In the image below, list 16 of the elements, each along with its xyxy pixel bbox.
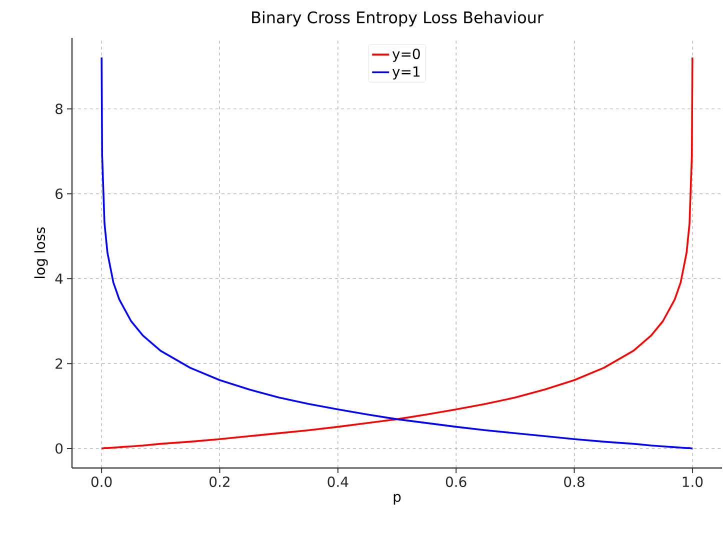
- y-axis-title: log loss: [34, 227, 48, 278]
- y-tick-label: 2: [56, 358, 62, 369]
- x-tick-label: 1.0: [682, 476, 703, 488]
- legend-label: y=0: [392, 48, 420, 62]
- x-tick-label: 0.4: [328, 476, 348, 488]
- x-tick-label: 0.0: [91, 476, 112, 488]
- x-tick-label: 0.6: [446, 476, 466, 488]
- x-tick-label: 0.2: [210, 476, 230, 488]
- chart-title: Binary Cross Entropy Loss Behaviour: [252, 11, 544, 26]
- legend-label: y=1: [392, 66, 420, 80]
- y-tick-label: 8: [56, 104, 63, 114]
- x-tick-label: 0.8: [564, 476, 584, 488]
- y-tick-label: 0: [56, 443, 63, 454]
- y-tick-label: 6: [56, 188, 63, 200]
- y-tick-label: 4: [55, 274, 63, 284]
- x-axis-title: p: [394, 494, 401, 505]
